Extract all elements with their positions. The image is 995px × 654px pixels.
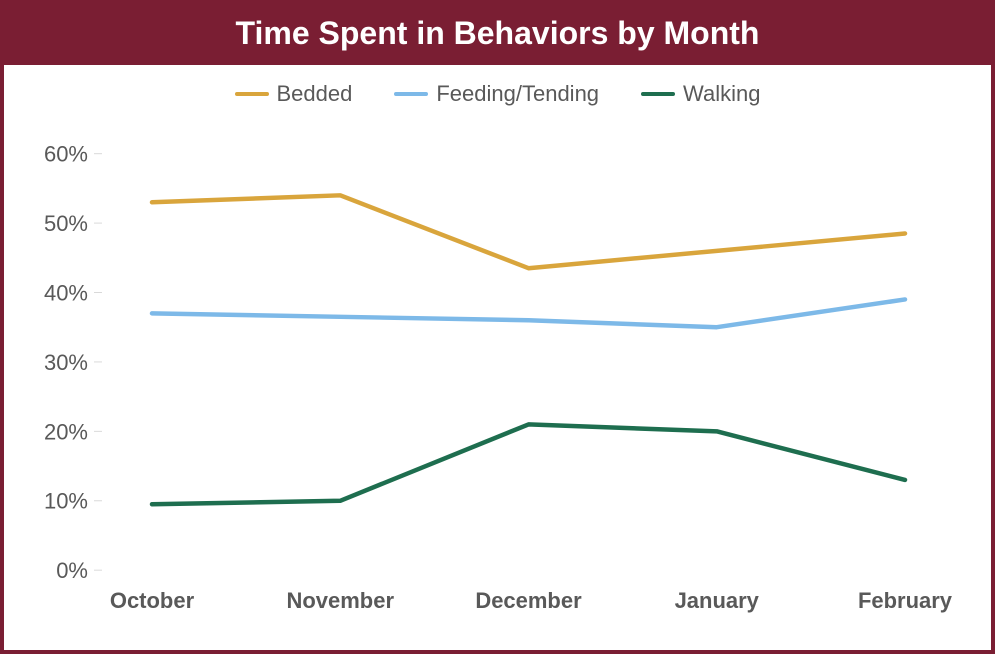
plot-svg: 0% 10% 20% 30% 40% 50% 60% October November Decem…: [20, 113, 975, 630]
legend-swatch: [235, 92, 269, 96]
y-tick-label: 60%: [44, 142, 88, 167]
chart-body: Bedded Feeding/Tending Walking 0% 10% 20% 30%…: [4, 65, 991, 650]
legend-swatch: [394, 92, 428, 96]
x-tick-label: November: [286, 588, 394, 613]
legend-label: Bedded: [277, 81, 353, 107]
y-tick-label: 30%: [44, 350, 88, 375]
legend-swatch: [641, 92, 675, 96]
legend-item-bedded: Bedded: [235, 81, 353, 107]
x-tick-label: January: [675, 588, 760, 613]
x-tick-label: December: [475, 588, 582, 613]
y-tick-label: 50%: [44, 211, 88, 236]
chart-title: Time Spent in Behaviors by Month: [4, 4, 991, 65]
legend-item-walking: Walking: [641, 81, 760, 107]
x-tick-label: October: [110, 588, 195, 613]
plot-area: 0% 10% 20% 30% 40% 50% 60% October November Decem…: [20, 113, 975, 630]
y-tick-label: 10%: [44, 489, 88, 514]
legend-label: Feeding/Tending: [436, 81, 599, 107]
legend-item-feeding-tending: Feeding/Tending: [394, 81, 599, 107]
y-tick-label: 40%: [44, 281, 88, 306]
legend-label: Walking: [683, 81, 760, 107]
y-tick-label: 20%: [44, 420, 88, 445]
x-tick-label: February: [858, 588, 953, 613]
chart-frame: Time Spent in Behaviors by Month Bedded F…: [0, 0, 995, 654]
series-line-walking: [152, 425, 905, 505]
chart-legend: Bedded Feeding/Tending Walking: [20, 73, 975, 113]
y-tick-label: 0%: [56, 558, 88, 583]
series-line-bedded: [152, 196, 905, 269]
series-line-feeding-tending: [152, 300, 905, 328]
